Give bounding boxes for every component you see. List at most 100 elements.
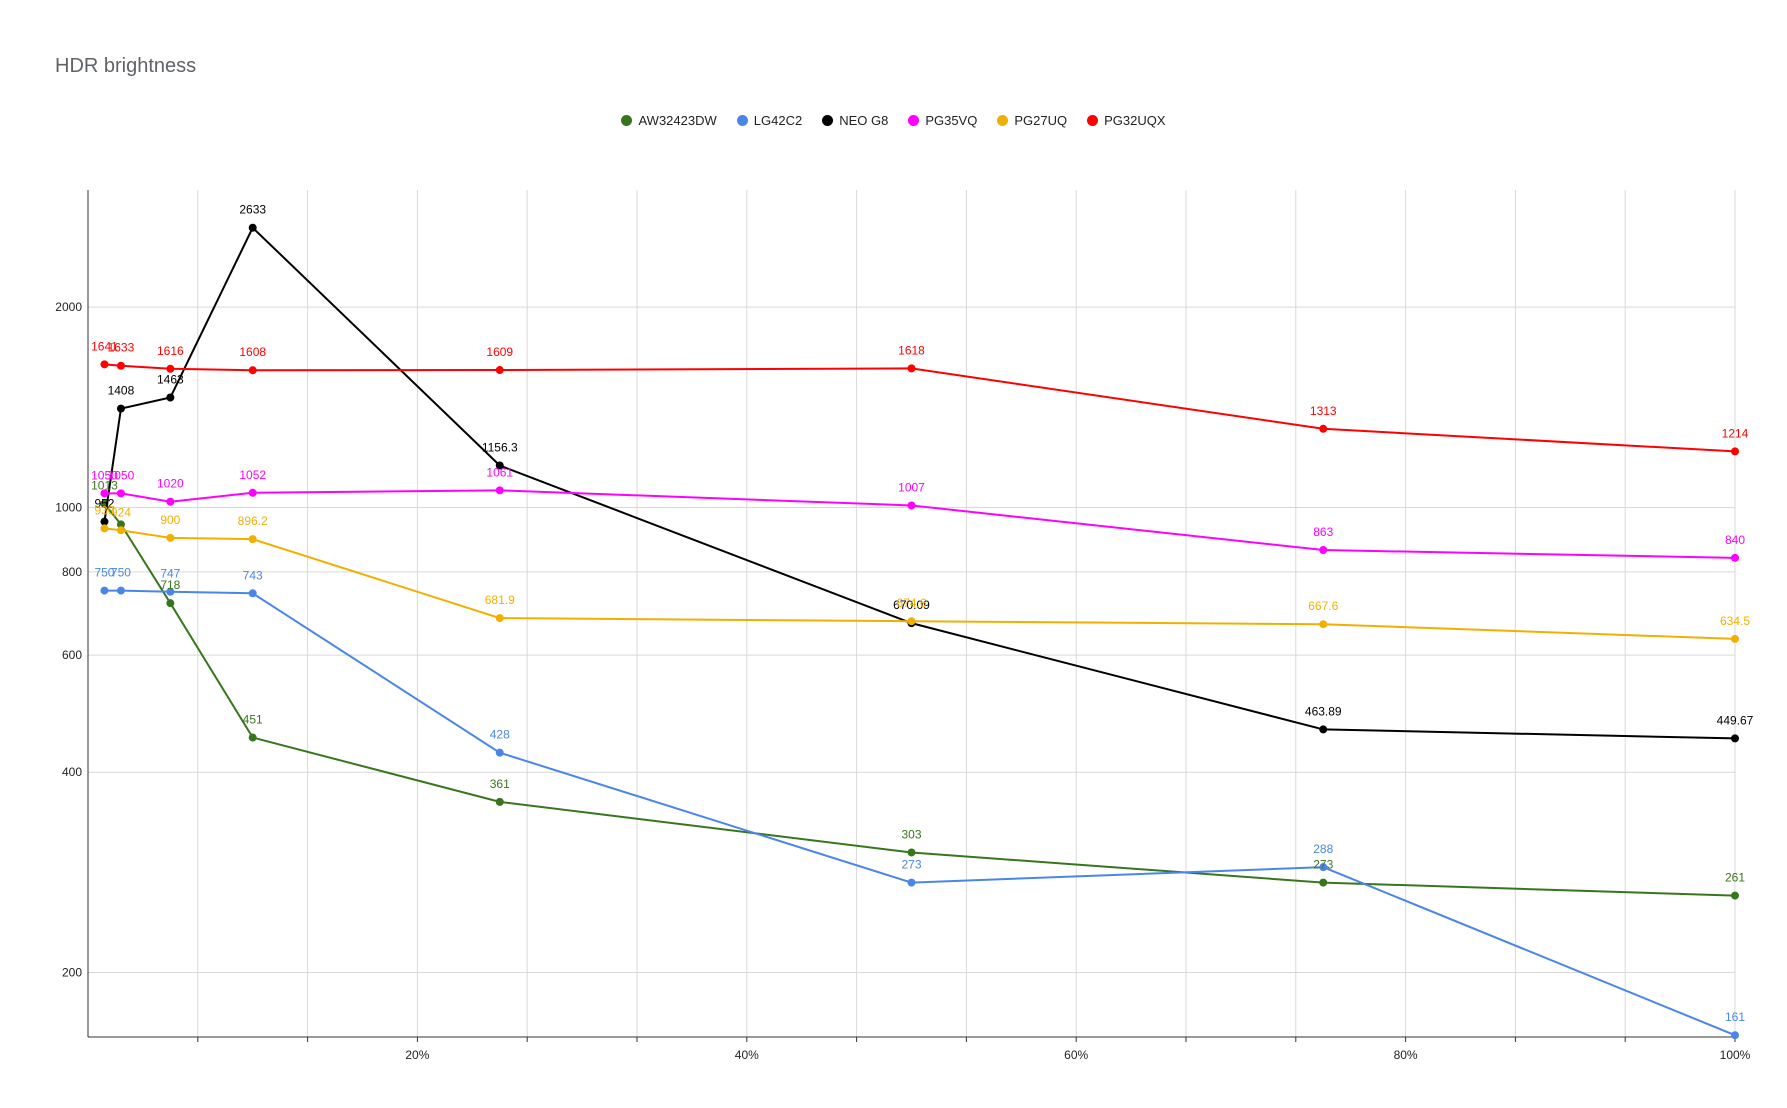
data-label: 463.89 xyxy=(1305,704,1342,718)
data-label: 670.09 xyxy=(893,598,930,612)
data-label: 1608 xyxy=(239,345,266,359)
legend-swatch xyxy=(822,115,834,126)
data-label: 747 xyxy=(160,567,180,581)
legend-label: LG42C2 xyxy=(753,113,803,128)
data-point xyxy=(1731,734,1739,743)
data-label: 634.5 xyxy=(1720,614,1750,628)
data-point xyxy=(1319,424,1328,433)
data-point xyxy=(100,517,109,526)
data-point xyxy=(116,586,125,595)
series-line xyxy=(104,489,1736,559)
axes: 200 400 600 800 1000 2000 20% 40% 60% 80% 100% xyxy=(55,190,1751,1062)
legend-entry: PG32UQX xyxy=(1087,113,1166,128)
data-point xyxy=(248,535,257,544)
y-tick-label: 400 xyxy=(62,765,82,779)
data-label: 1050 xyxy=(108,468,135,482)
data-point xyxy=(100,360,109,369)
data-label: 718 xyxy=(160,578,180,592)
data-point xyxy=(907,501,916,510)
data-point xyxy=(116,520,125,529)
legend-entry: PG27UQ xyxy=(997,113,1067,128)
data-point xyxy=(495,461,504,470)
data-point xyxy=(166,364,175,373)
data-label: 1156.3 xyxy=(482,440,518,454)
data-label: 1007 xyxy=(898,480,925,494)
data-point xyxy=(166,533,175,542)
data-point xyxy=(248,223,257,232)
data-label: 750 xyxy=(111,566,131,580)
data-label: 1609 xyxy=(486,345,513,359)
data-label: 930 xyxy=(94,503,114,517)
data-point xyxy=(116,404,125,413)
data-label: 449.67 xyxy=(1717,713,1754,727)
data-point xyxy=(907,617,916,626)
data-label: 667.6 xyxy=(1308,599,1338,613)
legend-label: NEO G8 xyxy=(839,113,889,128)
data-label: 750 xyxy=(94,566,114,580)
series-line xyxy=(104,363,1736,453)
x-tick-label: 60% xyxy=(1064,1048,1088,1062)
data-point xyxy=(907,878,916,887)
data-label: 288 xyxy=(1313,842,1333,856)
data-label: 1641 xyxy=(91,339,118,353)
data-point xyxy=(1319,878,1328,887)
data-label: 1214 xyxy=(1722,426,1749,440)
data-label: 1408 xyxy=(108,384,135,398)
data-label: 361 xyxy=(490,777,510,791)
legend-swatch xyxy=(997,115,1009,126)
data-point xyxy=(1731,634,1739,643)
data-point xyxy=(166,599,175,608)
legend-entry: PG35VQ xyxy=(908,113,977,128)
legend-entry: LG42C2 xyxy=(736,113,803,128)
data-label: 273 xyxy=(901,858,921,872)
data-label: 674.6 xyxy=(896,596,926,610)
data-label: 743 xyxy=(243,568,263,582)
data-point xyxy=(907,848,916,857)
data-point xyxy=(1319,546,1328,555)
data-point xyxy=(1731,447,1739,456)
data-point xyxy=(166,587,175,596)
data-label: 1616 xyxy=(157,344,184,358)
grid xyxy=(88,190,1736,1037)
data-point xyxy=(116,526,125,535)
y-tick-label: 800 xyxy=(62,565,82,579)
data-label: 1013 xyxy=(91,479,118,493)
data-point xyxy=(495,748,504,757)
legend-entry: AW32423DW xyxy=(621,113,717,128)
chart-title: HDR brightness xyxy=(55,55,197,77)
data-label: 273 xyxy=(1313,858,1333,872)
data-point xyxy=(166,497,175,506)
data-label: 451 xyxy=(243,713,263,727)
x-tick-label: 40% xyxy=(735,1048,759,1062)
legend: AW32423DW LG42C2 NEO G8 PG35VQ PG27UQ PG32UQX xyxy=(0,113,1787,128)
data-point xyxy=(1731,1031,1739,1040)
legend-label: PG32UQX xyxy=(1104,113,1166,128)
series-line xyxy=(104,589,1736,1037)
data-label: 303 xyxy=(901,827,921,841)
data-label: 1061 xyxy=(486,465,513,479)
data-point xyxy=(495,366,504,375)
data-label: 1052 xyxy=(239,468,266,482)
y-tick-label: 600 xyxy=(62,648,82,662)
legend-label: PG27UQ xyxy=(1014,113,1068,128)
data-label: 161 xyxy=(1725,1010,1745,1024)
data-point xyxy=(1319,620,1328,629)
data-point xyxy=(248,733,257,742)
legend-swatch xyxy=(908,115,920,126)
data-label: 1618 xyxy=(898,343,925,357)
data-label: 1313 xyxy=(1310,404,1337,418)
data-point xyxy=(100,524,109,533)
data-label: 1050 xyxy=(91,468,118,482)
data-point xyxy=(100,586,109,595)
x-tick-label: 20% xyxy=(405,1048,429,1062)
data-point xyxy=(495,486,504,495)
data-point xyxy=(495,614,504,623)
data-label: 1633 xyxy=(108,341,135,355)
y-tick-label: 2000 xyxy=(55,300,82,314)
legend-swatch xyxy=(621,115,633,126)
data-label: 952 xyxy=(94,497,114,511)
y-tick-label: 200 xyxy=(62,966,82,980)
data-point xyxy=(248,589,257,598)
data-label: 1020 xyxy=(157,477,184,491)
